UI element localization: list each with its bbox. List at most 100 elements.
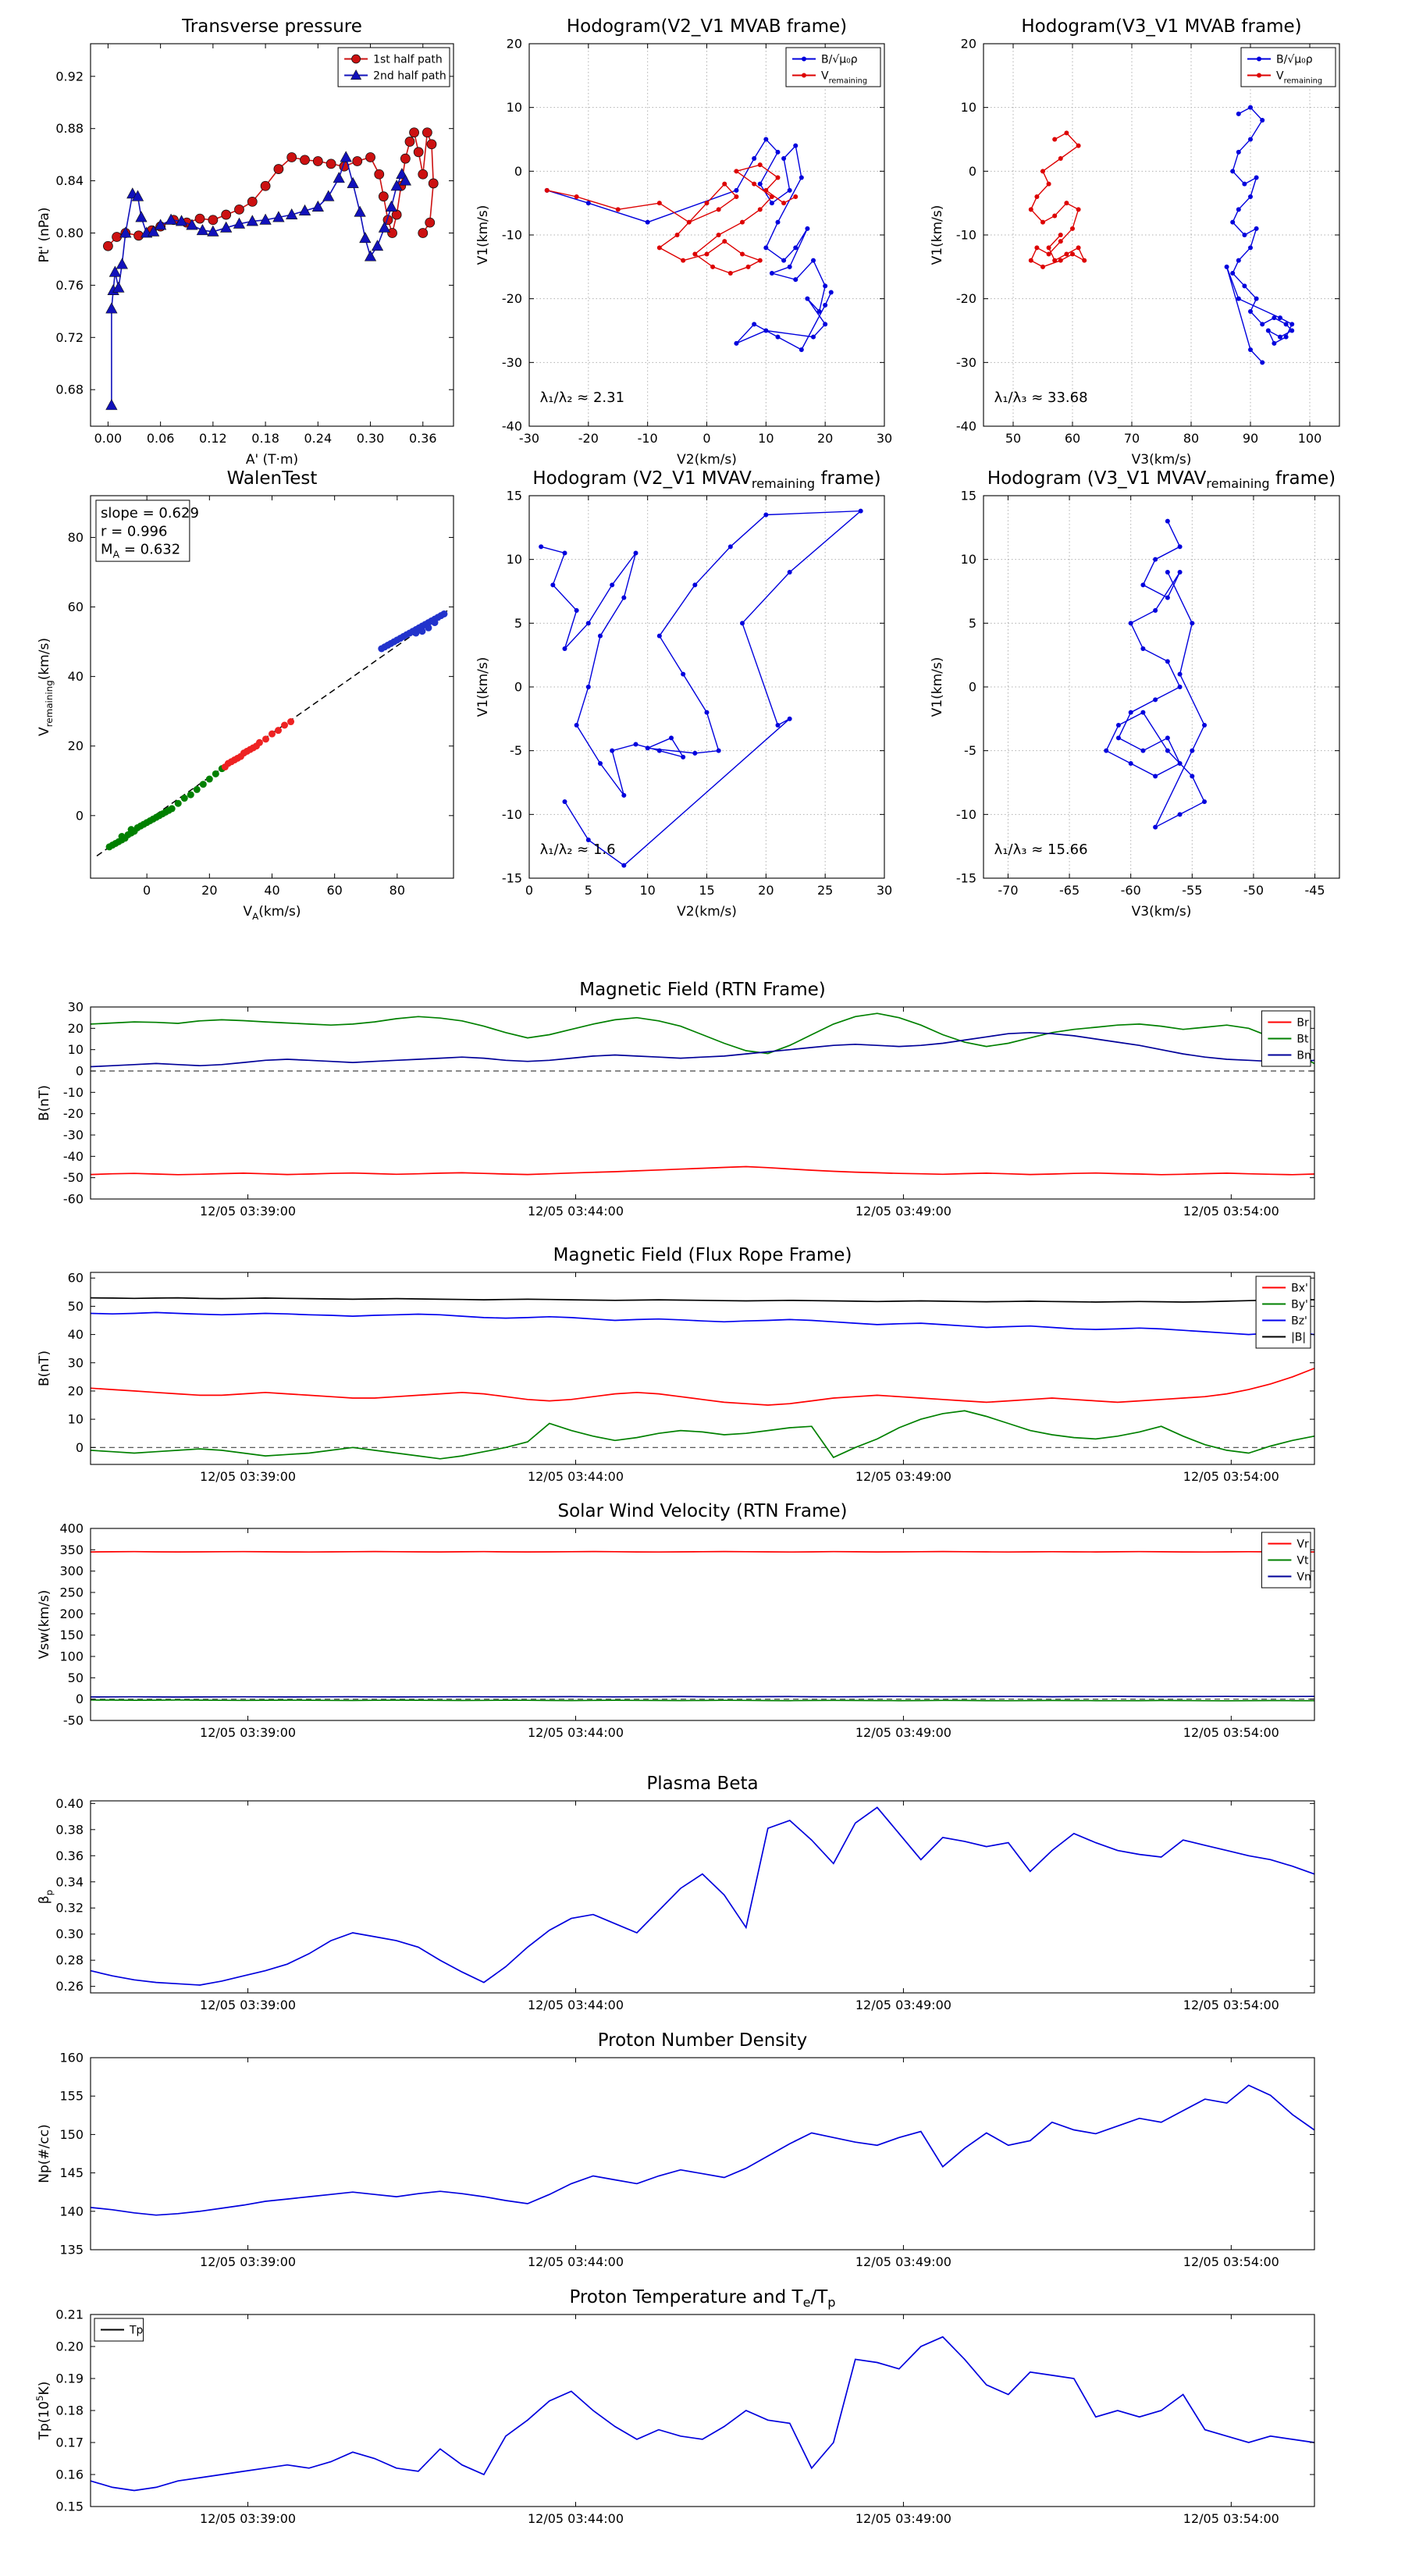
svg-text:Proton Number Density: Proton Number Density (598, 2030, 808, 2051)
svg-text:12/05 03:44:00: 12/05 03:44:00 (528, 2511, 624, 2526)
svg-text:0: 0 (514, 680, 522, 695)
svg-text:Vr: Vr (1297, 1539, 1309, 1551)
svg-text:0.92: 0.92 (55, 69, 84, 84)
svg-text:0.32: 0.32 (55, 1901, 84, 1916)
svg-text:V1(km/s): V1(km/s) (930, 657, 945, 717)
svg-text:Vsw(km/s): Vsw(km/s) (37, 1590, 52, 1660)
svg-text:-50: -50 (63, 1170, 84, 1185)
svg-text:-60: -60 (1121, 883, 1141, 898)
svg-text:V3(km/s): V3(km/s) (1132, 904, 1192, 920)
svg-text:B/√μ₀ρ: B/√μ₀ρ (821, 54, 858, 66)
svg-text:Bx': Bx' (1291, 1283, 1308, 1295)
svg-text:40: 40 (264, 883, 279, 898)
svg-text:0.17: 0.17 (55, 2435, 84, 2450)
svg-text:MA = 0.632: MA = 0.632 (101, 542, 180, 560)
svg-text:20: 20 (201, 883, 217, 898)
svg-text:Pt' (nPa): Pt' (nPa) (37, 208, 52, 263)
svg-text:300: 300 (59, 1564, 84, 1578)
svg-text:10: 10 (68, 1042, 84, 1057)
svg-text:12/05 03:54:00: 12/05 03:54:00 (1183, 1998, 1279, 2012)
svg-text:-15: -15 (956, 871, 976, 886)
svg-text:V1(km/s): V1(km/s) (475, 205, 491, 265)
svg-text:0.19: 0.19 (55, 2371, 84, 2386)
svg-text:-45: -45 (1304, 883, 1325, 898)
svg-text:0.24: 0.24 (304, 431, 333, 446)
svg-text:12/05 03:54:00: 12/05 03:54:00 (1183, 2511, 1279, 2526)
svg-text:0: 0 (514, 164, 522, 179)
chart-hodogram_v2v1_mvav: 0 5 10 15 20 25 30 -15 -10 -5 0 5 10 15 Hodogram (V2_V… (475, 468, 892, 920)
svg-text:0.28: 0.28 (55, 1953, 84, 1968)
svg-text:r = 0.996: r = 0.996 (101, 523, 167, 539)
svg-text:Plasma Beta: Plasma Beta (646, 1774, 758, 1794)
svg-text:WalenTest: WalenTest (227, 468, 318, 489)
svg-text:80: 80 (1183, 431, 1199, 446)
svg-text:155: 155 (59, 2089, 84, 2104)
svg-text:0.76: 0.76 (55, 278, 84, 293)
svg-text:12/05 03:54:00: 12/05 03:54:00 (1183, 2254, 1279, 2269)
svg-text:0.34: 0.34 (55, 1874, 84, 1889)
chart-b_rtn: 12/05 03:39:00 12/05 03:44:00 12/05 03:49:… (37, 980, 1315, 1219)
svg-text:12/05 03:49:00: 12/05 03:49:00 (855, 2254, 951, 2269)
svg-text:-40: -40 (956, 419, 976, 434)
svg-text:12/05 03:49:00: 12/05 03:49:00 (855, 2511, 951, 2526)
svg-text:60: 60 (68, 1271, 84, 1286)
svg-text:25: 25 (817, 883, 833, 898)
svg-text:12/05 03:44:00: 12/05 03:44:00 (528, 2254, 624, 2269)
svg-text:-10: -10 (956, 807, 976, 822)
svg-text:0.30: 0.30 (55, 1927, 84, 1941)
svg-text:Tp: Tp (129, 2325, 144, 2337)
svg-text:Vremaining: Vremaining (821, 70, 867, 86)
svg-text:12/05 03:39:00: 12/05 03:39:00 (200, 1998, 296, 2012)
svg-text:|B|: |B| (1291, 1332, 1306, 1344)
chart-plasma_beta: 12/05 03:39:00 12/05 03:44:00 12/05 03:49:… (37, 1774, 1315, 2012)
svg-text:-30: -30 (63, 1128, 84, 1143)
svg-text:0.06: 0.06 (147, 431, 175, 446)
svg-text:0.21: 0.21 (55, 2307, 84, 2322)
svg-text:0: 0 (702, 431, 710, 446)
svg-text:0.26: 0.26 (55, 1979, 84, 1994)
svg-text:-70: -70 (998, 883, 1018, 898)
chart-b_flux_rope: 12/05 03:39:00 12/05 03:44:00 12/05 03:49:… (37, 1245, 1315, 1484)
svg-text:10: 10 (68, 1412, 84, 1427)
svg-text:V1(km/s): V1(km/s) (475, 657, 491, 717)
svg-text:Br: Br (1297, 1017, 1309, 1030)
svg-text:15: 15 (507, 489, 522, 503)
svg-text:12/05 03:49:00: 12/05 03:49:00 (855, 1469, 951, 1484)
svg-text:30: 30 (877, 431, 892, 446)
svg-text:30: 30 (877, 883, 892, 898)
svg-text:200: 200 (59, 1606, 84, 1621)
svg-text:12/05 03:44:00: 12/05 03:44:00 (528, 1725, 624, 1740)
svg-text:20: 20 (961, 37, 976, 52)
svg-text:5: 5 (585, 883, 592, 898)
svg-text:B(nT): B(nT) (37, 1085, 52, 1121)
svg-text:-20: -20 (956, 291, 976, 306)
svg-text:0.68: 0.68 (55, 382, 84, 397)
svg-text:80: 80 (389, 883, 405, 898)
svg-text:12/05 03:39:00: 12/05 03:39:00 (200, 2511, 296, 2526)
svg-text:10: 10 (639, 883, 655, 898)
svg-text:15: 15 (961, 489, 976, 503)
svg-text:12/05 03:39:00: 12/05 03:39:00 (200, 1469, 296, 1484)
chart-vsw_rtn: 12/05 03:39:00 12/05 03:44:00 12/05 03:49:… (37, 1501, 1315, 1740)
svg-text:-15: -15 (502, 871, 522, 886)
svg-text:30: 30 (68, 1000, 84, 1015)
svg-text:Vremaining: Vremaining (1276, 70, 1322, 86)
svg-text:10: 10 (507, 100, 522, 115)
svg-text:V3(km/s): V3(km/s) (1132, 452, 1192, 468)
svg-text:B(nT): B(nT) (37, 1350, 52, 1386)
svg-text:-20: -20 (63, 1106, 84, 1121)
svg-text:250: 250 (59, 1585, 84, 1600)
svg-text:0.38: 0.38 (55, 1822, 84, 1837)
svg-text:150: 150 (59, 2127, 84, 2142)
svg-text:50: 50 (1005, 431, 1021, 446)
svg-text:V2(km/s): V2(km/s) (677, 452, 737, 468)
chart-proton_temp: 12/05 03:39:00 12/05 03:44:00 12/05 03:49:… (34, 2287, 1315, 2526)
svg-text:0: 0 (969, 680, 976, 695)
svg-text:12/05 03:49:00: 12/05 03:49:00 (855, 1725, 951, 1740)
svg-text:0.36: 0.36 (409, 431, 437, 446)
svg-text:-65: -65 (1059, 883, 1080, 898)
svg-text:0: 0 (76, 808, 84, 823)
svg-text:0: 0 (76, 1692, 84, 1706)
chart-transverse_pressure: 0.00 0.06 0.12 0.18 0.24 0.30 0.36 0.68 0.72 0.76… (37, 16, 454, 468)
svg-text:15: 15 (699, 883, 714, 898)
